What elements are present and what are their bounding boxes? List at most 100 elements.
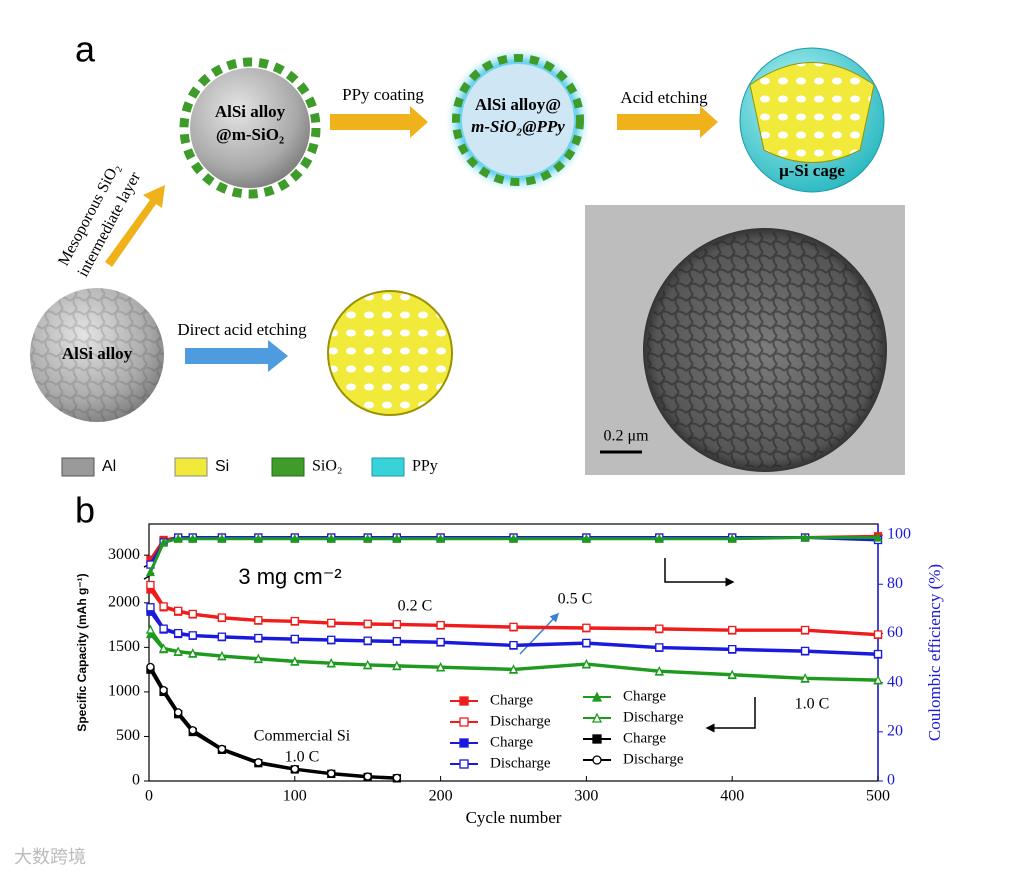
annotation: Commercial Si bbox=[254, 728, 351, 745]
legend-label: PPy bbox=[412, 458, 438, 475]
y-tick-label: 1000 bbox=[108, 683, 140, 700]
y2-tick-label: 40 bbox=[887, 673, 903, 690]
marker bbox=[327, 769, 336, 778]
legend-swatch bbox=[371, 457, 405, 477]
legend-marker bbox=[459, 759, 469, 769]
arrow bbox=[617, 106, 718, 138]
cage-label: μ-Si cage bbox=[779, 161, 845, 180]
legend-swatch bbox=[61, 457, 95, 477]
marker bbox=[392, 773, 402, 783]
legend-marker bbox=[459, 696, 469, 706]
marker bbox=[392, 620, 402, 629]
arrow bbox=[185, 340, 288, 372]
marker bbox=[253, 533, 263, 543]
x-tick-label: 500 bbox=[866, 788, 890, 805]
marker bbox=[173, 646, 183, 656]
marker bbox=[508, 664, 519, 674]
legend-label: Si bbox=[215, 458, 229, 475]
marker bbox=[436, 620, 445, 630]
marker bbox=[800, 673, 810, 683]
marker bbox=[159, 643, 169, 653]
marker bbox=[582, 623, 591, 632]
y2-tick-label: 0 bbox=[887, 772, 895, 789]
step-label: Acid etching bbox=[620, 88, 708, 107]
annotation: 1.0 C bbox=[795, 696, 830, 713]
marker bbox=[363, 659, 373, 669]
marker bbox=[509, 640, 518, 650]
marker bbox=[363, 533, 373, 543]
marker bbox=[254, 633, 263, 643]
legend-label: Discharge bbox=[623, 751, 684, 767]
si-cage bbox=[749, 62, 875, 163]
step-label: Direct acid etching bbox=[177, 320, 307, 339]
y-tick-label: 2000 bbox=[108, 593, 140, 610]
marker bbox=[145, 624, 156, 634]
legend-label: Charge bbox=[623, 730, 666, 746]
marker bbox=[188, 533, 198, 543]
annotation: 1.0 C bbox=[285, 749, 320, 766]
annotation: 0.5 C bbox=[558, 591, 593, 608]
sio2-shell bbox=[452, 54, 584, 186]
marker bbox=[217, 650, 227, 660]
legend-marker bbox=[459, 738, 469, 748]
marker bbox=[254, 758, 263, 767]
marker bbox=[436, 637, 445, 647]
marker bbox=[159, 685, 168, 695]
marker bbox=[290, 764, 299, 774]
sphere-label: AlSi alloy bbox=[215, 102, 286, 121]
x-tick-label: 400 bbox=[720, 788, 744, 805]
legend-label: Discharge bbox=[490, 755, 551, 771]
marker bbox=[873, 649, 883, 659]
marker bbox=[188, 631, 197, 640]
marker bbox=[728, 625, 737, 635]
panel-label: a bbox=[75, 29, 96, 70]
marker bbox=[508, 533, 519, 543]
marker bbox=[800, 625, 810, 635]
legend-marker bbox=[459, 717, 469, 727]
panel-label: b bbox=[75, 490, 95, 531]
marker bbox=[363, 636, 372, 645]
tem-texture bbox=[647, 232, 883, 468]
y-tick-label: 500 bbox=[116, 727, 140, 744]
marker bbox=[392, 533, 402, 543]
marker bbox=[363, 619, 372, 628]
marker bbox=[174, 628, 183, 638]
sphere-label: m-SiO₂@PPy bbox=[471, 117, 565, 136]
annotation-arrow bbox=[519, 612, 560, 655]
marker bbox=[873, 532, 883, 542]
marker bbox=[146, 662, 155, 672]
y-tick-label: 0 bbox=[132, 772, 140, 789]
y2-tick-label: 20 bbox=[887, 722, 903, 739]
scale-label: 0.2 μm bbox=[603, 428, 649, 445]
marker bbox=[159, 537, 169, 547]
legend-label: Discharge bbox=[623, 709, 684, 725]
marker bbox=[655, 624, 664, 633]
series-line bbox=[149, 666, 397, 780]
si-cage bbox=[327, 290, 453, 416]
marker bbox=[727, 533, 737, 543]
marker bbox=[363, 772, 372, 781]
sio2-shell bbox=[179, 57, 321, 199]
marker bbox=[436, 533, 446, 543]
legend-label: Charge bbox=[623, 688, 666, 704]
legend-swatch bbox=[271, 457, 305, 477]
marker bbox=[654, 533, 664, 543]
marker bbox=[873, 630, 883, 639]
marker bbox=[217, 533, 227, 543]
marker bbox=[217, 632, 227, 641]
legend-marker bbox=[592, 755, 602, 765]
marker bbox=[327, 618, 336, 628]
marker bbox=[290, 616, 299, 626]
marker bbox=[727, 669, 737, 679]
marker bbox=[290, 634, 299, 644]
legend-swatch bbox=[174, 457, 208, 477]
marker bbox=[654, 666, 664, 676]
x-tick-label: 100 bbox=[283, 788, 307, 805]
y2-tick-label: 60 bbox=[887, 624, 903, 641]
marker bbox=[253, 653, 263, 663]
alsi-core bbox=[190, 68, 310, 188]
marker bbox=[145, 567, 156, 577]
arrow bbox=[330, 106, 428, 138]
alsi-texture bbox=[30, 288, 164, 422]
